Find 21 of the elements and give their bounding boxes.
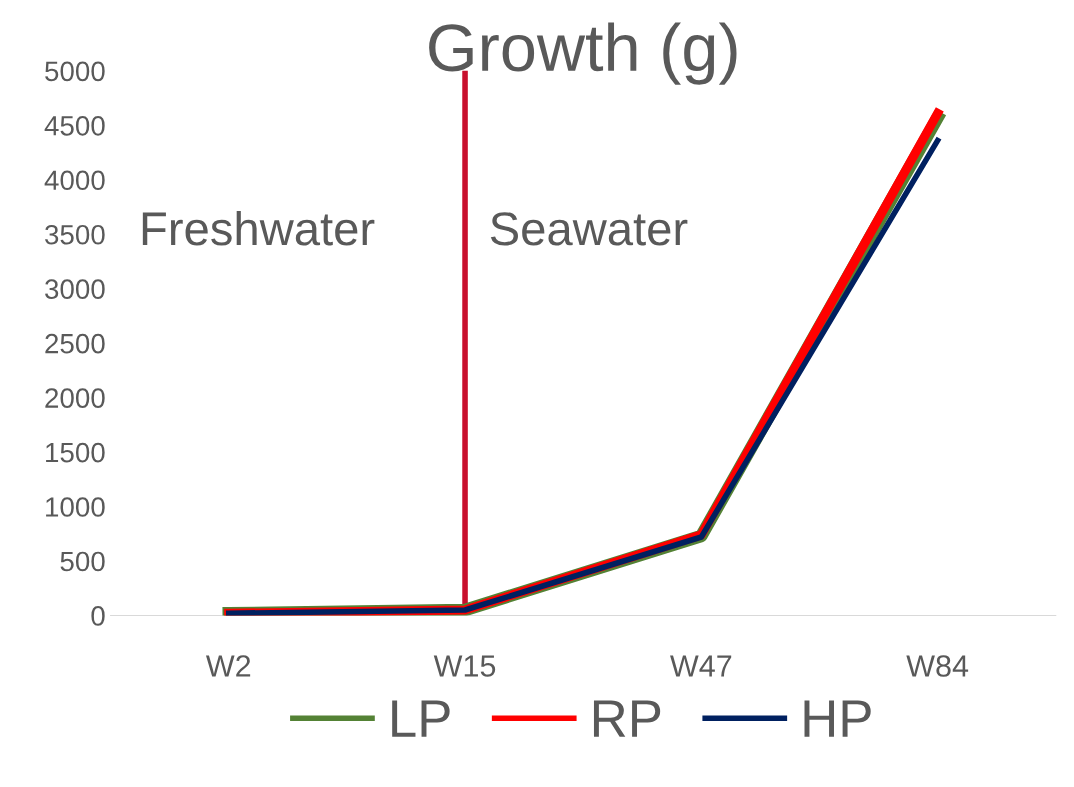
legend-label: LP [392,700,450,737]
y-tick-label: 1500 [46,442,105,463]
y-tick-label: 4000 [44,170,105,191]
annotation: Seawater [490,212,688,246]
annotation: Freshwater [142,210,375,246]
y-tick-label: 0 [91,606,105,626]
y-tick-label: 3000 [45,279,105,300]
x-tick-label: W47 [670,655,732,677]
y-tick-label: 3500 [45,224,105,245]
legend-label: RP [593,700,661,737]
y-tick-label: 500 [60,551,105,572]
y-tick-label: 5000 [45,61,105,82]
y-tick-label: 2500 [45,333,105,354]
y-tick-label: 1000 [46,497,105,517]
y-tick-label: 2000 [45,388,105,408]
x-tick-label: W2 [205,655,251,677]
x-tick-label: W84 [906,655,969,677]
legend-label: HP [804,700,871,737]
x-tick-label: W15 [433,655,496,677]
chart-title: Growth (g) [429,22,737,85]
y-tick-label: 4500 [44,115,105,136]
